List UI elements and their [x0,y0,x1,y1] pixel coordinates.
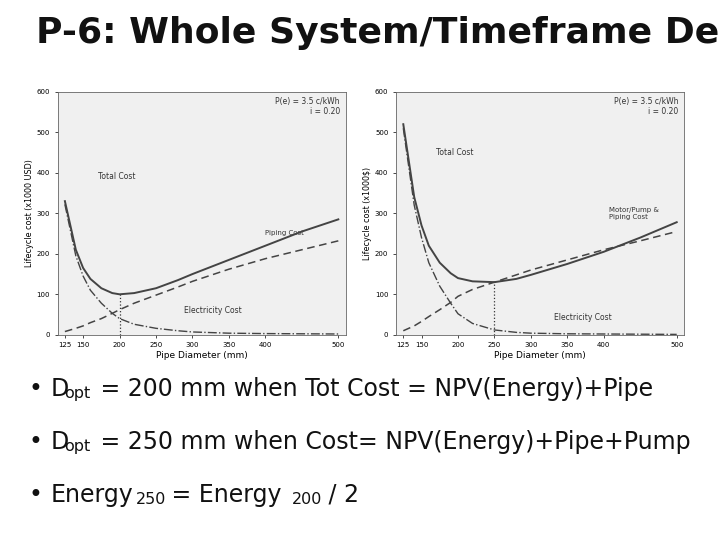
Text: P(e) = 3.5 c/kWh
i = 0.20: P(e) = 3.5 c/kWh i = 0.20 [275,97,340,116]
Text: D: D [50,430,68,454]
Text: P-6: Whole System/Timeframe Design: P-6: Whole System/Timeframe Design [36,16,720,50]
Text: Electricity Cost: Electricity Cost [184,306,242,315]
X-axis label: Pipe Diameter (mm): Pipe Diameter (mm) [156,351,248,360]
Text: Electricity Cost: Electricity Cost [554,313,612,322]
Y-axis label: Lifecycle cost (x1000$): Lifecycle cost (x1000$) [363,167,372,260]
X-axis label: Pipe Diameter (mm): Pipe Diameter (mm) [494,351,586,360]
Text: •: • [29,483,42,507]
Text: P(e) = 3.5 c/kWh
i = 0.20: P(e) = 3.5 c/kWh i = 0.20 [613,97,678,116]
Text: = 200 mm when Tot Cost = NPV(Energy)+Pipe: = 200 mm when Tot Cost = NPV(Energy)+Pip… [94,377,654,401]
Text: / 2: / 2 [320,483,359,507]
Text: Energy: Energy [50,483,133,507]
Text: Total Cost: Total Cost [98,172,135,181]
Text: D: D [50,377,68,401]
Text: Total Cost: Total Cost [436,148,474,157]
Text: opt: opt [65,439,91,454]
Text: Motor/Pump &
Piping Cost: Motor/Pump & Piping Cost [609,207,659,220]
Text: •: • [29,377,42,401]
Text: Piping Cost: Piping Cost [265,230,304,236]
Text: 250: 250 [135,492,166,507]
Text: = Energy: = Energy [164,483,282,507]
Text: = 250 mm when Cost= NPV(Energy)+Pipe+Pump: = 250 mm when Cost= NPV(Energy)+Pipe+Pum… [94,430,691,454]
Y-axis label: Lifecycle cost (x1000 USD): Lifecycle cost (x1000 USD) [24,159,34,267]
Text: 200: 200 [292,492,322,507]
Text: •: • [29,430,42,454]
Text: opt: opt [65,386,91,401]
